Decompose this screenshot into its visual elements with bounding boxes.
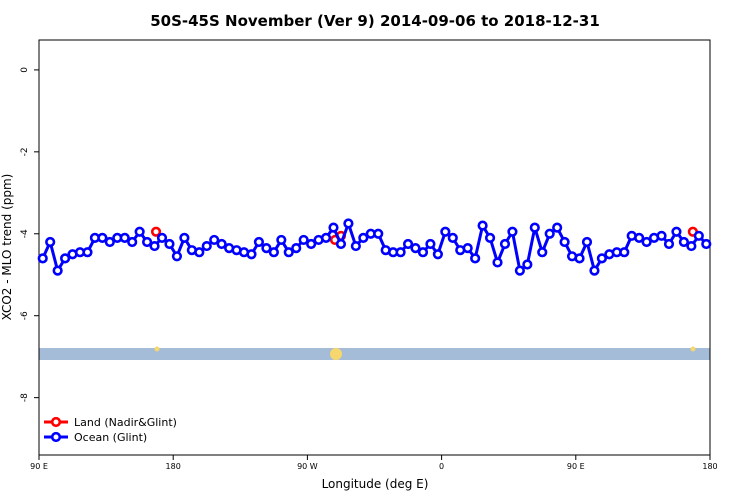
data-point bbox=[701, 238, 712, 250]
data-point bbox=[97, 232, 108, 243]
x-tick-label: 90 W bbox=[297, 462, 318, 471]
data-point bbox=[343, 218, 354, 229]
data-point bbox=[358, 232, 369, 243]
data-point bbox=[395, 247, 406, 258]
coverage-blob bbox=[330, 348, 342, 360]
data-point bbox=[552, 222, 563, 233]
y-tick-label: -2 bbox=[20, 147, 30, 156]
y-tick-label: -8 bbox=[20, 393, 30, 402]
data-point bbox=[641, 236, 652, 248]
data-point bbox=[150, 226, 162, 237]
data-point bbox=[619, 247, 630, 258]
y-tick-label: -6 bbox=[20, 311, 30, 320]
data-point bbox=[104, 236, 115, 248]
x-tick-label: 90 E bbox=[30, 462, 48, 471]
x-axis-label: Longitude (deg E) bbox=[322, 477, 429, 491]
data-point bbox=[306, 238, 317, 250]
data-point bbox=[194, 247, 205, 258]
legend-label: Land (Nadir&Glint) bbox=[74, 416, 177, 429]
data-point bbox=[559, 236, 570, 248]
data-point bbox=[589, 265, 600, 276]
data-point bbox=[283, 247, 294, 258]
data-point bbox=[82, 247, 93, 258]
plot-frame bbox=[38, 39, 711, 456]
data-point bbox=[328, 222, 339, 233]
data-point bbox=[127, 236, 138, 248]
x-tick-label: 180 bbox=[702, 462, 717, 471]
data-point bbox=[529, 222, 540, 233]
data-point bbox=[693, 230, 704, 241]
coverage-blob bbox=[154, 346, 160, 352]
data-point bbox=[216, 238, 227, 250]
y-tick-label: 0 bbox=[20, 67, 30, 73]
data-point bbox=[320, 232, 332, 243]
data-point bbox=[402, 238, 414, 250]
data-point bbox=[634, 232, 645, 243]
coverage-band bbox=[39, 348, 710, 360]
data-point bbox=[119, 232, 130, 243]
data-point bbox=[477, 220, 488, 231]
data-point bbox=[484, 232, 496, 243]
data-point bbox=[596, 253, 607, 264]
data-point bbox=[171, 251, 183, 262]
y-tick-label: -4 bbox=[20, 229, 30, 238]
x-tick-label: 180 bbox=[166, 462, 181, 471]
data-point bbox=[514, 265, 525, 276]
data-point bbox=[253, 236, 265, 248]
data-point bbox=[507, 226, 518, 237]
data-point bbox=[522, 259, 533, 270]
data-point bbox=[276, 234, 287, 246]
data-point bbox=[261, 243, 272, 254]
data-point bbox=[470, 253, 481, 264]
data-point bbox=[335, 238, 347, 250]
data-point bbox=[45, 236, 56, 248]
data-point bbox=[37, 253, 48, 264]
data-point bbox=[432, 249, 443, 260]
data-point bbox=[462, 243, 473, 254]
data-point bbox=[440, 226, 451, 237]
legend-marker bbox=[50, 431, 62, 443]
data-point bbox=[52, 265, 63, 276]
data-point bbox=[499, 238, 511, 250]
data-point bbox=[581, 236, 593, 248]
data-point bbox=[59, 253, 71, 264]
data-point bbox=[298, 234, 309, 246]
data-point bbox=[201, 240, 212, 252]
data-point bbox=[149, 240, 160, 252]
data-point bbox=[246, 249, 257, 260]
data-point bbox=[671, 226, 682, 237]
data-point bbox=[678, 236, 690, 248]
legend-marker bbox=[50, 416, 62, 428]
x-tick-label: 90 E bbox=[567, 462, 585, 471]
data-point bbox=[537, 247, 548, 258]
data-point bbox=[686, 240, 697, 252]
data-point bbox=[164, 238, 175, 250]
legend-label: Ocean (Glint) bbox=[74, 431, 147, 444]
data-point bbox=[656, 230, 667, 241]
data-point bbox=[417, 247, 429, 258]
data-point bbox=[291, 243, 302, 254]
data-point bbox=[492, 257, 503, 268]
data-point bbox=[268, 247, 279, 258]
data-point bbox=[179, 232, 190, 243]
y-axis-label: XCO2 - MLO trend (ppm) bbox=[0, 174, 14, 321]
data-point bbox=[156, 232, 168, 243]
chart-title: 50S-45S November (Ver 9) 2014-09-06 to 2… bbox=[150, 12, 600, 30]
data-point bbox=[410, 243, 421, 254]
data-point bbox=[350, 240, 361, 252]
data-point bbox=[544, 228, 555, 239]
data-point bbox=[209, 234, 220, 246]
data-point bbox=[373, 228, 384, 239]
data-point bbox=[663, 238, 675, 250]
coverage-blob bbox=[690, 346, 696, 352]
data-point bbox=[425, 238, 436, 250]
x-tick-label: 0 bbox=[439, 462, 444, 471]
data-point bbox=[134, 226, 145, 237]
data-point bbox=[142, 236, 153, 248]
data-point bbox=[447, 232, 458, 243]
data-point bbox=[574, 253, 585, 264]
